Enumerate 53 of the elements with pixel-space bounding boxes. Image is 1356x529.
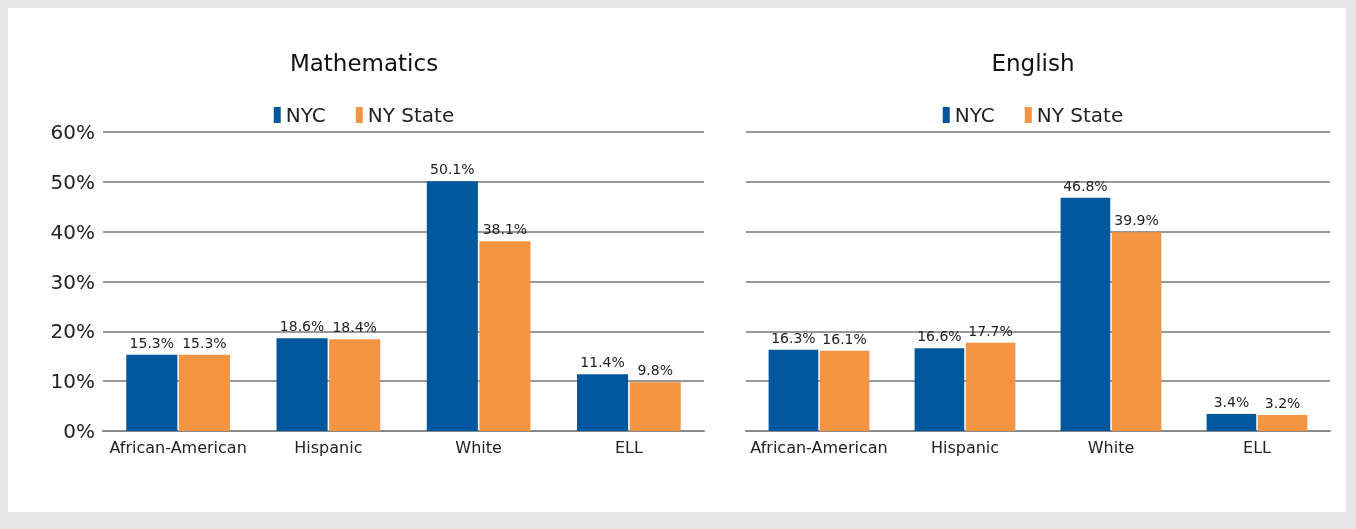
data-label: 16.6%	[917, 328, 962, 345]
data-label: 15.3%	[129, 334, 175, 351]
bar	[426, 181, 478, 431]
x-tick-label: ELL	[1243, 437, 1272, 457]
x-tick-label: ELL	[614, 437, 643, 457]
legend-label: NYC	[954, 103, 995, 127]
x-tick-label: African-American	[750, 437, 888, 457]
y-tick-label: 10%	[50, 369, 95, 394]
bar	[1111, 232, 1162, 431]
data-label: 3.4%	[1213, 394, 1250, 411]
bar	[577, 374, 629, 431]
legend-label: NY State	[367, 103, 455, 127]
y-tick-label: 20%	[50, 319, 95, 344]
bar	[629, 382, 681, 431]
bar	[1257, 415, 1308, 431]
data-label: 18.6%	[279, 318, 325, 335]
data-label: 11.4%	[580, 354, 625, 371]
bar	[1206, 414, 1257, 431]
chart-title: Mathematics	[289, 49, 439, 76]
bar	[914, 348, 965, 431]
data-label: 16.3%	[771, 329, 816, 346]
data-label: 15.3%	[182, 334, 227, 351]
bar	[126, 354, 178, 431]
data-label: 39.9%	[1114, 212, 1159, 229]
x-tick-label: Hispanic	[294, 437, 363, 457]
y-tick-label: 30%	[50, 269, 95, 294]
x-tick-label: White	[455, 437, 502, 457]
bar	[479, 241, 531, 431]
y-tick-label: 50%	[50, 169, 95, 194]
data-label: 50.1%	[430, 161, 475, 178]
x-tick-label: African-American	[109, 437, 247, 457]
chart-title: English	[991, 49, 1075, 76]
bar	[768, 349, 819, 431]
bar	[329, 339, 381, 431]
data-label: 17.7%	[968, 322, 1013, 339]
y-tick-label: 60%	[50, 120, 95, 144]
data-label: 9.8%	[637, 362, 673, 379]
data-label: 38.1%	[482, 221, 528, 238]
legend-label: NYC	[285, 103, 326, 127]
legend-label: NY State	[1036, 103, 1124, 127]
x-tick-label: Hispanic	[930, 437, 1000, 457]
bar	[178, 354, 230, 431]
bar	[819, 350, 870, 431]
data-label: 18.4%	[332, 319, 377, 336]
x-tick-label: White	[1087, 437, 1135, 457]
data-label: 16.1%	[822, 330, 867, 347]
y-tick-label: 0%	[63, 419, 95, 443]
data-label: 46.8%	[1063, 177, 1108, 194]
bar	[276, 338, 328, 431]
y-tick-label: 40%	[50, 219, 95, 244]
bar	[1060, 197, 1111, 431]
data-label: 3.2%	[1264, 395, 1301, 412]
bar	[965, 342, 1016, 431]
